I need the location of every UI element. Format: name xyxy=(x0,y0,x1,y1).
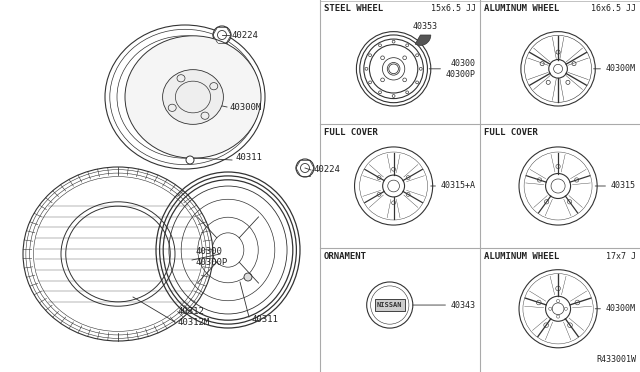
Text: 40224: 40224 xyxy=(232,31,259,39)
Text: 40300M: 40300M xyxy=(595,304,636,313)
Text: 40224: 40224 xyxy=(314,166,341,174)
Text: 15x6.5 JJ: 15x6.5 JJ xyxy=(431,4,476,13)
FancyBboxPatch shape xyxy=(375,299,404,311)
Text: 16x6.5 JJ: 16x6.5 JJ xyxy=(591,4,636,13)
Text: ALUMINUM WHEEL: ALUMINUM WHEEL xyxy=(484,252,559,261)
Text: R433001W: R433001W xyxy=(596,355,636,364)
Text: 40300
40300P: 40300 40300P xyxy=(195,247,227,267)
Ellipse shape xyxy=(163,70,223,124)
Ellipse shape xyxy=(125,36,261,158)
Text: 40315: 40315 xyxy=(595,182,636,190)
Text: 40353: 40353 xyxy=(412,22,437,31)
Text: FULL COVER: FULL COVER xyxy=(324,128,378,137)
Text: FULL COVER: FULL COVER xyxy=(484,128,538,137)
Text: 17x7 J: 17x7 J xyxy=(606,252,636,261)
Circle shape xyxy=(244,273,252,281)
Text: 40311: 40311 xyxy=(252,315,279,324)
Circle shape xyxy=(213,26,231,44)
Text: ALUMINUM WHEEL: ALUMINUM WHEEL xyxy=(484,4,559,13)
Text: NISSAN: NISSAN xyxy=(377,302,403,308)
Text: 40315+A: 40315+A xyxy=(431,182,476,190)
Text: 40343: 40343 xyxy=(413,301,476,310)
Text: 40311: 40311 xyxy=(235,153,262,161)
Text: 40300M: 40300M xyxy=(593,64,636,73)
Text: ORNAMENT: ORNAMENT xyxy=(324,252,367,261)
Text: STEEL WHEEL: STEEL WHEEL xyxy=(324,4,383,13)
Text: 40300
40300P: 40300 40300P xyxy=(429,59,476,78)
Text: 40312
40312M: 40312 40312M xyxy=(178,307,211,327)
Wedge shape xyxy=(415,35,431,45)
Circle shape xyxy=(186,156,194,164)
Circle shape xyxy=(388,64,399,74)
Circle shape xyxy=(296,159,314,177)
Text: 40300M: 40300M xyxy=(230,103,262,112)
